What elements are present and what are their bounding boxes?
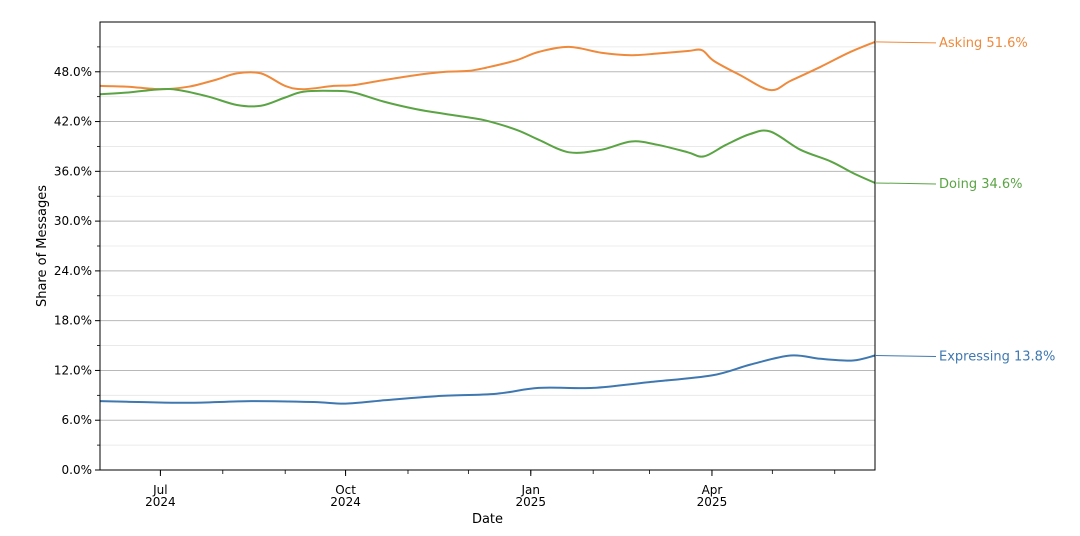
- y-tick-label: 6.0%: [62, 413, 93, 427]
- x-tick-month: Apr: [702, 483, 723, 497]
- series-line-asking: [99, 40, 876, 92]
- y-tick-label: 12.0%: [54, 363, 92, 377]
- x-tick-year: 2024: [145, 495, 176, 509]
- x-tick-year: 2025: [516, 495, 547, 509]
- y-axis: 0.0% 6.0% 12.0% 18.0% 24.0% 30.0% 36.0% 42.0% 48…: [54, 46, 100, 477]
- end-labels: Asking 51.6% Doing 34.6% Expressing 13.8%: [874, 36, 1055, 365]
- x-tick-year: 2024: [330, 495, 361, 509]
- y-tick-label: 30.0%: [54, 214, 92, 228]
- x-axis-title: Date: [472, 512, 503, 527]
- leader-line-expressing: [874, 355, 937, 358]
- x-tick-month: Oct: [335, 483, 356, 497]
- end-label-expressing: Expressing 13.8%: [939, 350, 1055, 365]
- leader-line-doing: [874, 182, 937, 185]
- leader-line-asking: [874, 41, 937, 44]
- y-tick-label: 48.0%: [54, 65, 92, 79]
- end-label-doing: Doing 34.6%: [939, 177, 1023, 192]
- x-tick-month: Jul: [152, 483, 167, 497]
- y-tick-label: 0.0%: [62, 463, 93, 477]
- series-line-expressing: [99, 354, 876, 405]
- series-line-doing: [99, 87, 876, 184]
- y-tick-label: 42.0%: [54, 115, 92, 129]
- y-tick-label: 18.0%: [54, 314, 92, 328]
- end-label-asking: Asking 51.6%: [939, 36, 1028, 51]
- major-grid: [100, 71, 875, 421]
- x-tick-year: 2025: [697, 495, 728, 509]
- y-axis-title: Share of Messages: [35, 185, 50, 307]
- minor-grid: [100, 46, 875, 446]
- y-tick-label: 36.0%: [54, 164, 92, 178]
- x-tick-month: Jan: [521, 483, 541, 497]
- y-tick-label: 24.0%: [54, 264, 92, 278]
- series-layer: [99, 40, 876, 405]
